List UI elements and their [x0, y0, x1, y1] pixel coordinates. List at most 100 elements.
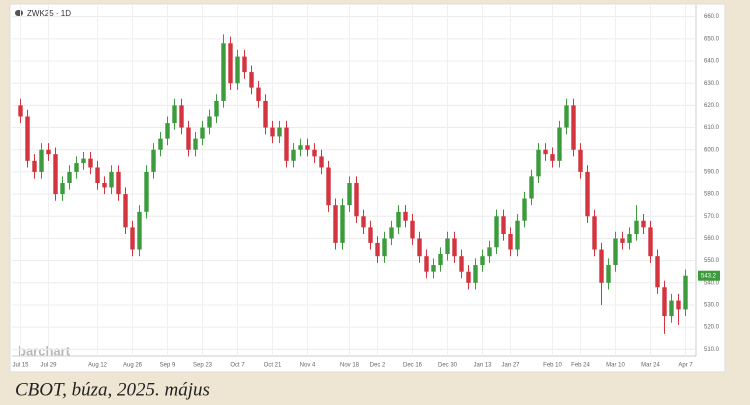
- x-tick-label: Nov 18: [340, 363, 360, 369]
- candle-body: [627, 234, 632, 243]
- candle-body: [634, 220, 639, 235]
- y-tick-label: 560.0: [704, 236, 720, 242]
- candle-body: [263, 100, 268, 128]
- candle-body: [46, 149, 51, 155]
- last-price-label: 543.2: [701, 273, 717, 279]
- candle-body: [172, 105, 177, 124]
- candle-body: [326, 167, 331, 206]
- candle-body: [662, 287, 667, 317]
- chart-panel: [9, 3, 726, 373]
- candle-body: [403, 211, 408, 221]
- candle-body: [256, 87, 261, 101]
- candle-body: [417, 238, 422, 257]
- candle-body: [235, 56, 240, 84]
- candle-body: [249, 72, 254, 88]
- candle-body: [375, 242, 380, 257]
- candle-body: [459, 256, 464, 272]
- candle-body: [494, 216, 499, 248]
- candle-body: [529, 176, 534, 199]
- candle-body: [109, 171, 114, 188]
- y-tick-label: 590.0: [704, 169, 720, 175]
- candle-body: [438, 253, 443, 266]
- y-tick-label: 510.0: [704, 347, 720, 353]
- candle-body: [228, 43, 233, 84]
- candle-body: [564, 105, 569, 128]
- x-tick-label: Feb 24: [571, 363, 590, 369]
- candle-body: [431, 265, 436, 272]
- candle-body: [466, 271, 471, 283]
- x-tick-label: Apr 7: [678, 363, 693, 369]
- candle-body: [102, 183, 107, 188]
- symbol: ZWK25 · 1D: [27, 9, 71, 18]
- candle-body: [683, 275, 688, 310]
- x-tick-label: Dec 16: [403, 363, 423, 369]
- candle-body: [130, 227, 135, 250]
- candle-body: [424, 256, 429, 272]
- candle-body: [550, 154, 555, 161]
- candle-body: [221, 43, 226, 101]
- candle-body: [277, 127, 282, 137]
- candle-body: [382, 238, 387, 257]
- candle-body: [389, 227, 394, 239]
- candle-body: [347, 183, 352, 206]
- candle-body: [312, 149, 317, 157]
- candle-body: [81, 158, 86, 164]
- x-tick-label: Nov 4: [300, 363, 316, 369]
- y-tick-label: 580.0: [704, 192, 720, 198]
- candle-body: [543, 149, 548, 155]
- y-tick-label: 550.0: [704, 258, 720, 264]
- candle-body: [585, 171, 590, 217]
- watermark: barchart: [18, 343, 71, 358]
- candle-body: [361, 216, 366, 228]
- x-tick-label: Sep 23: [193, 363, 213, 369]
- candle-body: [242, 56, 247, 73]
- candle-body: [186, 127, 191, 150]
- candle-body: [340, 205, 345, 243]
- candle-body: [473, 265, 478, 283]
- symbol-icon: [15, 10, 23, 16]
- candle-body: [620, 238, 625, 243]
- candle-body: [557, 127, 562, 161]
- candle-body: [144, 171, 149, 212]
- x-tick-label: Dec 2: [370, 363, 386, 369]
- candle-body: [88, 158, 93, 168]
- y-tick-label: 630.0: [704, 81, 720, 87]
- candle-body: [501, 216, 506, 235]
- candle-body: [116, 171, 121, 195]
- y-tick-label: 640.0: [704, 59, 720, 65]
- candle-body: [669, 300, 674, 317]
- x-tick-label: Jul 29: [40, 363, 57, 369]
- candle-body: [452, 238, 457, 257]
- candle-body: [333, 205, 338, 243]
- candle-body: [214, 100, 219, 117]
- candle-body: [445, 238, 450, 254]
- x-tick-label: Mar 24: [641, 363, 660, 369]
- candle-body: [60, 183, 65, 195]
- candle-body: [165, 123, 170, 139]
- candle-body: [53, 154, 58, 195]
- candle-body: [200, 127, 205, 139]
- candle-body: [655, 256, 660, 288]
- candle-body: [179, 105, 184, 128]
- y-tick-label: 530.0: [704, 303, 720, 309]
- candle-body: [396, 211, 401, 228]
- y-tick-label: 570.0: [704, 214, 720, 220]
- candle-body: [32, 160, 37, 172]
- x-tick-label: Dec 30: [438, 363, 458, 369]
- candle-body: [613, 238, 618, 266]
- candle-body: [536, 149, 541, 177]
- candle-body: [480, 256, 485, 266]
- x-tick-label: Mar 10: [606, 363, 625, 369]
- candle-body: [193, 138, 198, 150]
- candle-body: [158, 138, 163, 150]
- candle-body: [571, 105, 576, 150]
- candle-body: [137, 211, 142, 250]
- candle-body: [354, 183, 359, 217]
- candle-body: [151, 149, 156, 172]
- candle-body: [676, 300, 681, 310]
- x-tick-label: Oct 21: [264, 363, 282, 369]
- x-tick-label: Aug 12: [88, 363, 108, 369]
- candle-body: [410, 220, 415, 239]
- x-tick-label: Aug 26: [123, 363, 143, 369]
